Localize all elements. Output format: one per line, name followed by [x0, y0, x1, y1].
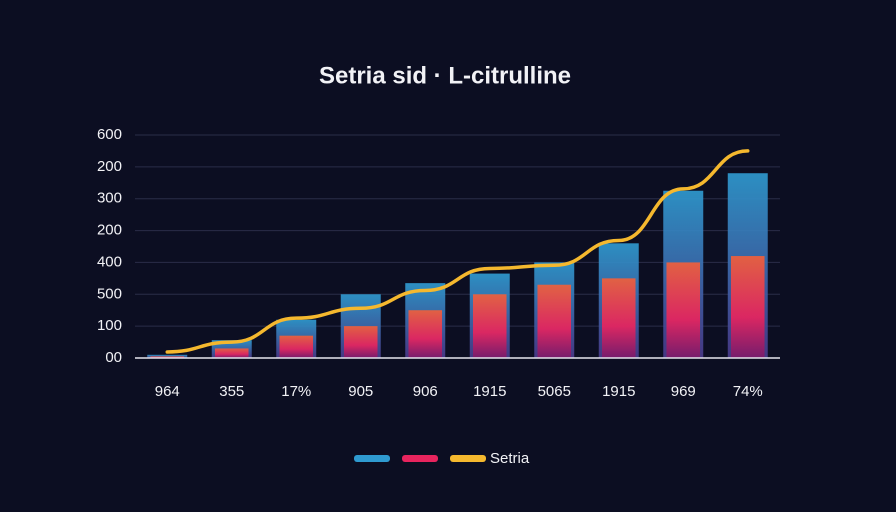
x-tick-label: 17% — [281, 383, 311, 400]
x-tick-label: 1915 — [473, 383, 506, 400]
bar — [537, 284, 572, 358]
x-tick-label: 906 — [413, 383, 438, 400]
chart-title: Setria sid · L-citrulline — [319, 62, 571, 89]
y-tick-label: 300 — [97, 190, 122, 207]
y-tick-label: 200 — [97, 158, 122, 175]
x-tick-label: 905 — [348, 383, 373, 400]
legend-swatch — [450, 455, 486, 462]
bar — [214, 348, 249, 358]
bar — [666, 262, 701, 358]
bar — [730, 256, 765, 358]
legend-swatch — [354, 455, 390, 462]
y-tick-label: 100 — [97, 317, 122, 334]
y-tick-label: 400 — [97, 253, 122, 270]
x-tick-label: 964 — [155, 383, 180, 400]
bar — [343, 326, 378, 358]
y-tick-label: 600 — [97, 126, 122, 143]
x-tick-label: 1915 — [602, 383, 635, 400]
x-tick-label: 74% — [733, 383, 763, 400]
x-tick-label: 969 — [671, 383, 696, 400]
y-tick-label: 200 — [97, 222, 122, 239]
bar — [408, 310, 443, 358]
legend-swatch — [402, 455, 438, 462]
bar — [601, 278, 636, 358]
bar — [150, 356, 185, 358]
x-tick-label: 5065 — [538, 383, 571, 400]
line — [165, 149, 750, 354]
bar — [472, 294, 507, 358]
y-tick-label: 500 — [97, 285, 122, 302]
y-tick-label: 00 — [105, 349, 122, 366]
legend-label: Setria — [490, 450, 530, 467]
bar — [279, 335, 314, 358]
x-tick-label: 355 — [219, 383, 244, 400]
